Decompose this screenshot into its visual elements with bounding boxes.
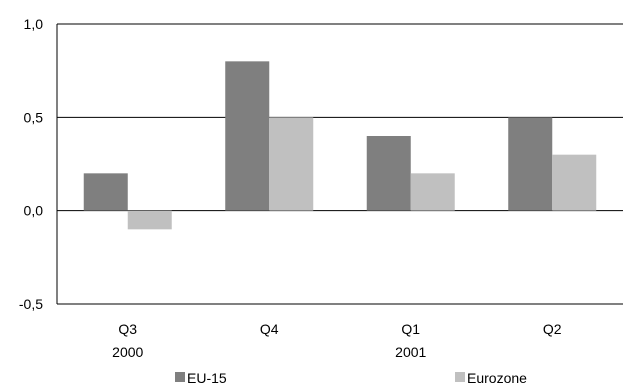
x-period-label: 2000 <box>112 344 143 360</box>
bar-eurozone-q4 <box>269 117 314 211</box>
bar-eu-15-q1 <box>366 136 411 211</box>
legend-label-eu-15: EU-15 <box>187 370 227 385</box>
bar-eurozone-q2 <box>552 154 597 211</box>
legend: EU-15 Eurozone <box>175 370 527 385</box>
legend-swatch-eu-15 <box>175 372 185 382</box>
y-tick-label: 0,0 <box>24 203 44 219</box>
bars <box>83 61 597 230</box>
y-tick-labels: -0,5 0,0 0,5 1,0 <box>19 16 43 312</box>
y-tick-label: 0,5 <box>24 109 44 125</box>
x-tick-label: Q4 <box>260 321 279 337</box>
bar-eu-15-q3 <box>83 173 128 211</box>
bar-eurozone-q3 <box>127 210 172 230</box>
legend-swatch-eurozone <box>455 372 465 382</box>
bar-eu-15-q2 <box>508 117 553 211</box>
x-period-label: 2001 <box>395 344 426 360</box>
x-tick-labels: Q3 2000 Q4 Q1 2001 Q2 <box>112 321 562 360</box>
x-tick-label: Q2 <box>543 321 562 337</box>
x-tick-label: Q1 <box>401 321 420 337</box>
bar-eu-15-q4 <box>225 61 270 211</box>
y-tick-label: -0,5 <box>19 296 43 312</box>
legend-label-eurozone: Eurozone <box>467 370 527 385</box>
bar-eurozone-q1 <box>410 173 455 211</box>
x-tick-label: Q3 <box>118 321 137 337</box>
y-tick-label: 1,0 <box>24 16 44 32</box>
